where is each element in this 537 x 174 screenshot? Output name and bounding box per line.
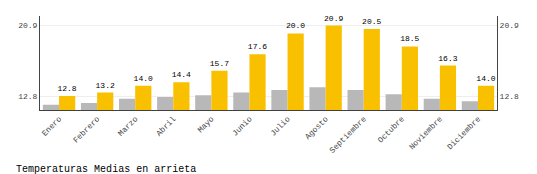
svg-text:14.0: 14.0 — [476, 74, 495, 83]
svg-text:Mayo: Mayo — [196, 114, 216, 134]
svg-text:Noviembre: Noviembre — [407, 114, 444, 151]
svg-text:20.5: 20.5 — [362, 17, 381, 26]
svg-text:Temperaturas Medias en arrieta: Temperaturas Medias en arrieta — [16, 164, 196, 174]
svg-text:14.0: 14.0 — [134, 74, 153, 83]
svg-text:Febrero: Febrero — [71, 114, 101, 144]
svg-text:Octubre: Octubre — [376, 114, 406, 144]
svg-text:12.8: 12.8 — [57, 84, 76, 93]
svg-text:Marzo: Marzo — [116, 114, 139, 137]
svg-text:20.9: 20.9 — [500, 21, 519, 30]
svg-text:14.4: 14.4 — [172, 70, 191, 79]
svg-text:20.9: 20.9 — [324, 14, 343, 23]
svg-text:12.8: 12.8 — [500, 92, 519, 101]
svg-text:20.9: 20.9 — [18, 21, 37, 30]
svg-text:17.6: 17.6 — [248, 42, 267, 51]
svg-text:Junio: Junio — [230, 114, 253, 137]
svg-text:Julio: Julio — [268, 114, 291, 137]
svg-text:13.2: 13.2 — [96, 81, 115, 90]
svg-text:18.5: 18.5 — [400, 34, 419, 43]
svg-text:Septiembre: Septiembre — [328, 114, 368, 154]
svg-text:16.3: 16.3 — [438, 54, 457, 63]
svg-text:Agosto: Agosto — [303, 114, 330, 141]
svg-text:Abril: Abril — [154, 114, 177, 137]
svg-text:Diciembre: Diciembre — [445, 114, 482, 151]
svg-text:12.8: 12.8 — [18, 92, 37, 101]
svg-text:Enero: Enero — [40, 114, 63, 137]
svg-text:15.7: 15.7 — [210, 59, 229, 68]
svg-text:20.0: 20.0 — [286, 21, 305, 30]
